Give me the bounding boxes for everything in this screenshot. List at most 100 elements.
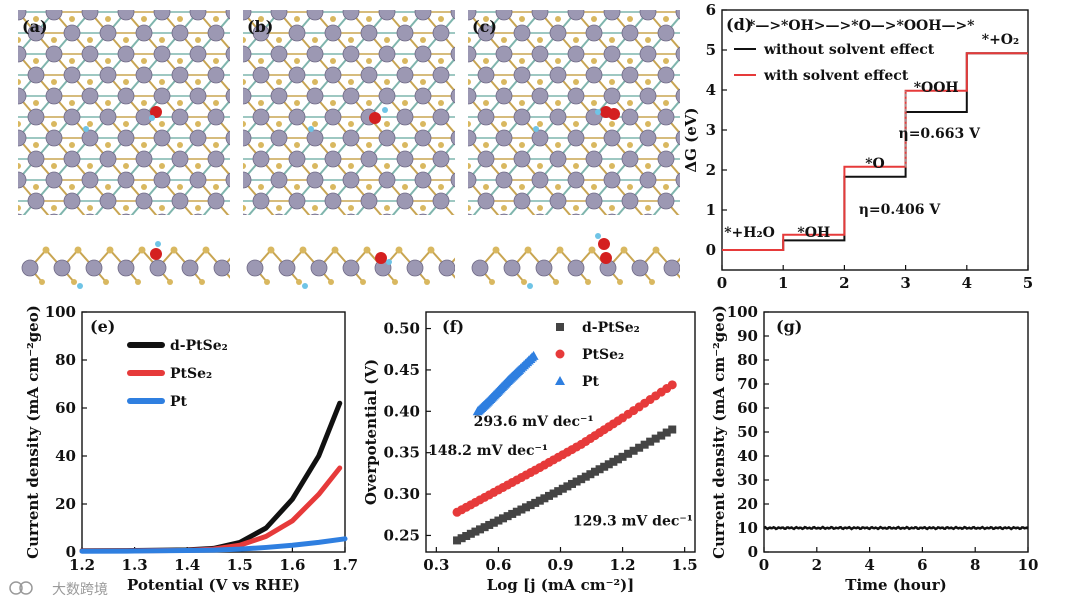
lattice-bond xyxy=(720,33,738,54)
se-atom xyxy=(312,121,318,127)
legend-label-1: PtSe₂ xyxy=(170,366,212,382)
se-atom xyxy=(438,100,444,106)
lattice-bond xyxy=(225,222,243,243)
se-atom xyxy=(159,205,165,211)
y-tick-label: 90 xyxy=(737,327,758,345)
se-atom xyxy=(87,205,93,211)
chart-title: *—>*OH>—>*O—>*OOH—>* xyxy=(748,18,975,34)
se-atom xyxy=(492,246,500,254)
panel-label: (e) xyxy=(90,317,115,336)
pt-atom xyxy=(531,171,549,189)
pt-atom xyxy=(495,171,513,189)
lattice-bond xyxy=(369,222,387,243)
se-atom xyxy=(537,79,543,85)
pt-atom xyxy=(378,87,396,105)
se-atom xyxy=(18,163,21,169)
se-atom xyxy=(528,0,534,1)
lattice-bond xyxy=(468,222,486,243)
se-atom xyxy=(243,163,246,169)
hydrogen-atom xyxy=(149,115,155,121)
pt-atom xyxy=(639,45,657,63)
pt-atom xyxy=(505,235,521,251)
se-atom xyxy=(456,79,462,85)
lattice-bond xyxy=(495,222,513,243)
side-view-a xyxy=(21,241,230,289)
se-atom xyxy=(501,247,507,253)
se-atom xyxy=(141,226,147,232)
hydrogen-atom xyxy=(77,283,83,289)
se-atom xyxy=(123,0,129,1)
pt-atom xyxy=(99,24,117,42)
se-atom xyxy=(258,58,264,64)
se-atom xyxy=(294,226,300,232)
lattice-bond xyxy=(684,201,702,222)
pt-atom xyxy=(621,192,639,210)
se-atom xyxy=(231,79,237,85)
pt-atom xyxy=(81,87,99,105)
pt-atom xyxy=(603,129,621,147)
se-atom xyxy=(231,121,237,127)
data-point-0 xyxy=(535,496,544,505)
lattice-bond xyxy=(720,180,738,201)
se-atom xyxy=(243,37,246,43)
se-atom xyxy=(456,37,462,43)
y-tick-label: 70 xyxy=(737,375,758,393)
data-point-0 xyxy=(651,434,660,443)
se-atom xyxy=(195,0,201,1)
se-atom xyxy=(213,58,219,64)
x-tick-label: 0.3 xyxy=(423,556,449,574)
data-point-0 xyxy=(609,457,618,466)
y-tick-label: 0 xyxy=(66,543,76,561)
x-tick-label: 1.2 xyxy=(69,556,95,574)
pt-atom xyxy=(675,10,680,20)
legend-marker-1 xyxy=(555,349,565,359)
pt-atom xyxy=(81,129,99,147)
se-atom xyxy=(51,247,57,253)
data-point-0 xyxy=(646,437,655,446)
se-atom xyxy=(420,79,426,85)
se-atom xyxy=(348,79,354,85)
hydrogen-atom xyxy=(302,283,308,289)
se-atom xyxy=(231,247,237,253)
oxygen-atom xyxy=(150,106,162,118)
pt-atom xyxy=(396,24,414,42)
se-atom xyxy=(537,163,543,169)
se-atom xyxy=(501,79,507,85)
se-atom xyxy=(555,100,561,106)
se-atom xyxy=(573,163,579,169)
se-atom xyxy=(312,205,318,211)
se-atom xyxy=(0,100,3,106)
pt-atom xyxy=(360,150,378,168)
lattice-bond xyxy=(0,222,18,243)
pt-atom xyxy=(306,87,324,105)
pt-atom xyxy=(278,259,296,277)
se-atom xyxy=(627,142,633,148)
se-atom xyxy=(609,0,615,1)
se-atom xyxy=(537,205,543,211)
se-atom xyxy=(438,16,444,22)
se-atom xyxy=(652,246,660,254)
pt-atom xyxy=(99,192,117,210)
se-atom xyxy=(243,79,246,85)
se-atom xyxy=(573,79,579,85)
pt-atom xyxy=(21,259,39,277)
pt-atom xyxy=(342,171,360,189)
se-atom xyxy=(753,205,759,211)
pt-atom xyxy=(189,87,207,105)
data-point-0 xyxy=(489,518,498,527)
lattice-bond xyxy=(36,243,54,264)
se-atom xyxy=(456,279,462,285)
lattice-bond xyxy=(18,136,19,138)
hydrogen-atom xyxy=(386,259,392,265)
x-tick-label: 3 xyxy=(900,274,910,292)
data-point-0 xyxy=(480,523,489,532)
x-tick-label: 4 xyxy=(962,274,972,292)
legend-label-2: Pt xyxy=(582,374,600,390)
se-atom xyxy=(474,226,480,232)
hydrogen-atom xyxy=(382,107,388,113)
pt-atom xyxy=(243,129,252,147)
x-tick-label: 5 xyxy=(1023,274,1033,292)
se-atom xyxy=(33,58,39,64)
se-atom xyxy=(384,79,390,85)
se-atom xyxy=(141,16,147,22)
